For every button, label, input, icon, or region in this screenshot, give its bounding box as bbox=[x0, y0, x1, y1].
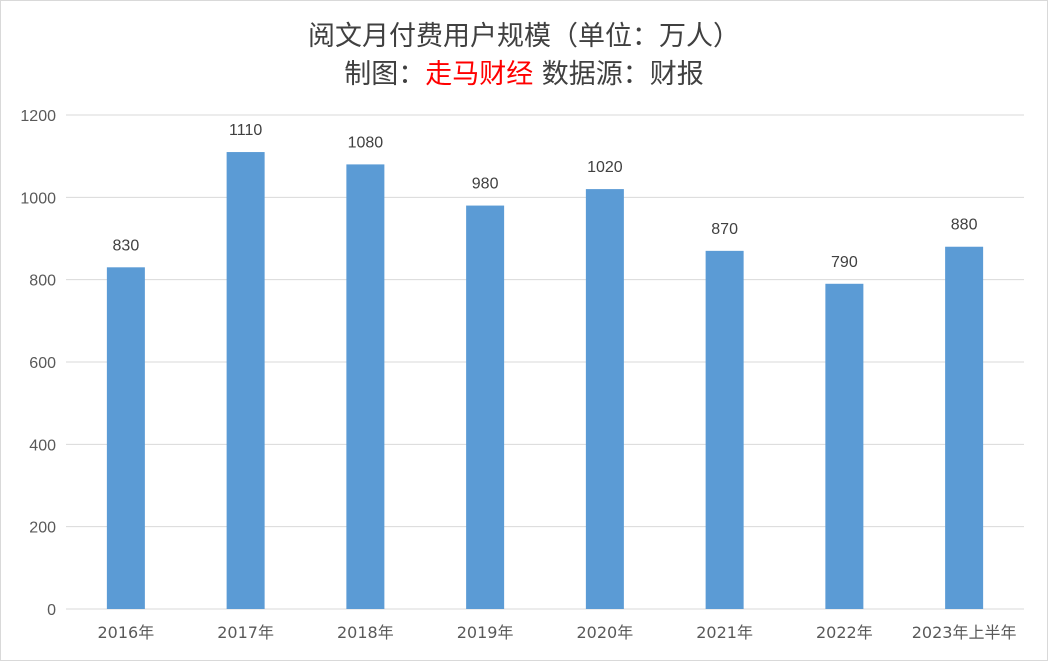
chart-subtitle: 制图：走马财经 数据源：财报 bbox=[0, 52, 1048, 91]
gridlines bbox=[66, 114, 1024, 610]
data-label: 870 bbox=[711, 221, 738, 238]
subtitle-prefix: 制图： bbox=[344, 59, 426, 90]
data-label: 980 bbox=[472, 176, 499, 193]
x-axis-labels: 2016年 2017年 2018年 2019年 2020年 2021年 2022年 2023年… bbox=[98, 623, 1017, 642]
y-tick-label: 600 bbox=[29, 355, 56, 372]
y-tick-label: 1000 bbox=[20, 190, 56, 207]
y-tick-label: 400 bbox=[29, 437, 56, 454]
bar bbox=[945, 246, 984, 609]
x-tick-label: 2018年 bbox=[337, 623, 394, 642]
data-label: 1080 bbox=[348, 134, 384, 151]
x-tick-label: 2020年 bbox=[577, 623, 634, 642]
chart-title: 阅文月付费用户规模（单位：万人） bbox=[308, 21, 740, 52]
bars bbox=[106, 152, 984, 610]
x-tick-label: 2016年 bbox=[98, 623, 155, 642]
y-tick-label: 1200 bbox=[20, 108, 56, 125]
y-tick-label: 800 bbox=[29, 273, 56, 290]
y-tick-label: 0 bbox=[47, 602, 56, 619]
brand-name: 走马财经 bbox=[425, 59, 534, 90]
x-tick-label: 2022年 bbox=[816, 623, 873, 642]
data-labels: 830 1110 1080 980 1020 870 790 880 bbox=[113, 122, 978, 271]
bar bbox=[346, 164, 385, 609]
bar bbox=[466, 205, 505, 610]
bar bbox=[825, 283, 864, 609]
bar bbox=[705, 250, 744, 609]
x-tick-label: 2019年 bbox=[457, 623, 514, 642]
data-label: 1110 bbox=[229, 122, 262, 139]
x-tick-label: 2017年 bbox=[217, 623, 274, 642]
data-label: 790 bbox=[831, 254, 858, 271]
subtitle-source: 数据源：财报 bbox=[533, 59, 704, 90]
bar bbox=[585, 189, 624, 609]
data-label: 880 bbox=[951, 217, 978, 234]
x-tick-label: 2023年上半年 bbox=[912, 623, 1017, 642]
data-label: 830 bbox=[113, 237, 140, 254]
y-axis-ticks: 0 200 400 600 800 1000 1200 bbox=[20, 108, 56, 619]
bar bbox=[106, 267, 145, 609]
y-tick-label: 200 bbox=[29, 520, 56, 537]
bar bbox=[226, 152, 265, 610]
data-label: 1020 bbox=[587, 159, 623, 176]
x-tick-label: 2021年 bbox=[696, 623, 753, 642]
